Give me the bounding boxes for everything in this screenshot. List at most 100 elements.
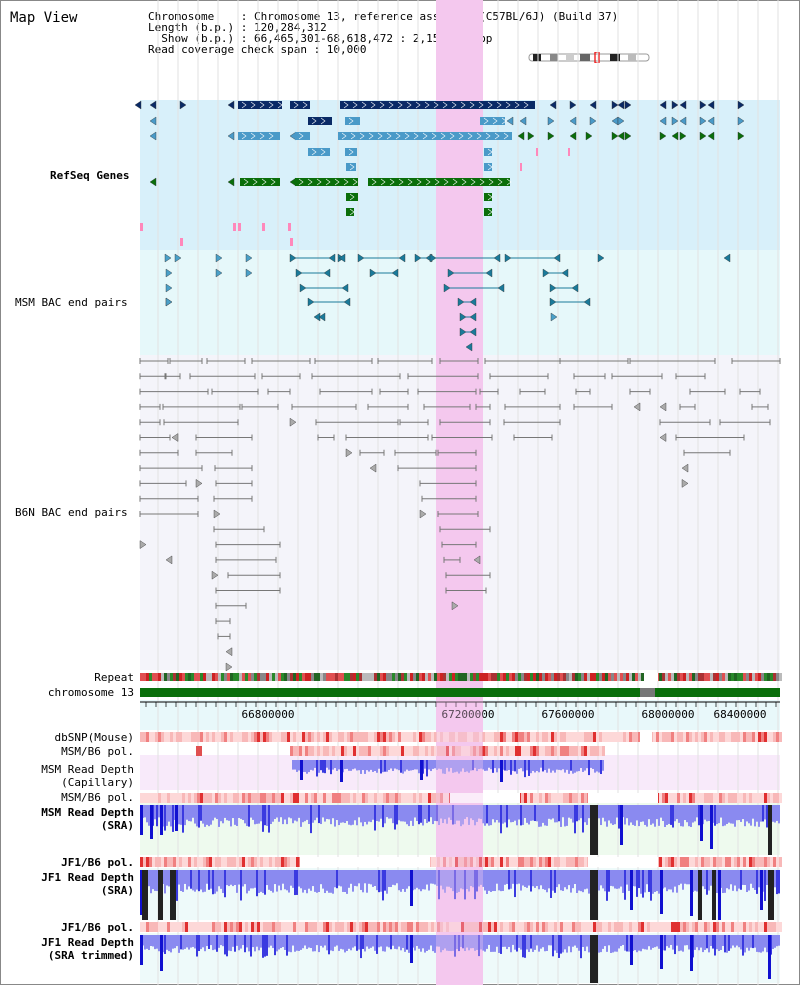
track-label-b6n-bac[interactable]: B6N BAC end pairs	[15, 506, 128, 519]
cap-depth-bar	[496, 760, 498, 773]
track-label-repeat: Repeat	[94, 671, 134, 684]
track-label-refseq[interactable]: RefSeq Genes	[50, 169, 130, 182]
jf1-trim-depth-bar	[440, 935, 442, 953]
pol-cell	[485, 922, 488, 932]
dbsnp-cell	[704, 732, 707, 742]
cap-depth-bar	[456, 760, 458, 772]
depth-spike	[690, 870, 693, 916]
repeat-segment	[587, 673, 590, 681]
pol-cell	[335, 746, 338, 756]
pol-cell	[467, 857, 470, 867]
pol-cell	[584, 857, 587, 867]
depth-dropout	[590, 870, 598, 920]
pol-cell	[689, 922, 692, 932]
pol-cell	[578, 793, 581, 803]
msm-depth-bar	[438, 805, 440, 825]
msm-depth-bar	[402, 805, 404, 822]
pol-cell	[380, 922, 383, 932]
pol-cell	[563, 746, 566, 756]
jf1-depth-bar	[406, 870, 408, 889]
pol-cell	[227, 857, 230, 867]
repeat-segment	[170, 673, 173, 681]
dbsnp-cell	[563, 732, 566, 742]
repeat-segment	[698, 673, 701, 681]
pol-cell	[320, 793, 323, 803]
track-label-jf1-b6-pol-2: JF1/B6 pol.	[61, 921, 134, 934]
msm-depth-bar	[218, 805, 220, 827]
dbsnp-cell	[158, 732, 161, 742]
pol-cell	[350, 922, 353, 932]
track-label-msm-bac[interactable]: MSM BAC end pairs	[15, 296, 128, 309]
repeat-segment	[434, 673, 437, 681]
repeat-segment	[356, 673, 359, 681]
pol-cell	[446, 922, 449, 932]
msm-depth-bar	[372, 805, 374, 820]
pol-cell	[569, 746, 572, 756]
pol-cell	[245, 857, 248, 867]
jf1-trim-depth-bar	[492, 935, 494, 952]
msm-depth-bar	[482, 805, 484, 824]
pol-cell	[248, 857, 251, 867]
pol-cell	[332, 922, 335, 932]
pol-cell	[455, 922, 458, 932]
dbsnp-cell	[494, 732, 497, 742]
cap-depth-bar	[356, 760, 358, 771]
depth-spike	[140, 870, 143, 915]
dbsnp-cell	[146, 732, 149, 742]
dbsnp-cell	[665, 732, 668, 742]
jf1-trim-depth-bar	[556, 935, 558, 953]
chromosome-ideogram[interactable]	[528, 52, 650, 63]
cap-depth-bar	[462, 760, 464, 769]
dbsnp-cell	[488, 732, 491, 742]
msm-depth-bar	[542, 805, 544, 823]
pol-cell	[260, 793, 263, 803]
jf1-depth-bar	[460, 870, 462, 889]
jf1-trim-depth-bar	[374, 935, 376, 951]
msm-depth-bar	[200, 805, 202, 821]
msm-depth-bar	[406, 805, 408, 825]
jf1-trim-depth-bar	[764, 935, 766, 948]
dbsnp-cell	[143, 732, 146, 742]
jf1-depth-bar	[368, 870, 370, 884]
pol-cell	[188, 793, 191, 803]
gene-strand-mark	[425, 178, 431, 186]
repeat-segment	[740, 673, 743, 681]
gene-strand-mark	[397, 101, 403, 109]
pol-cell	[548, 922, 551, 932]
jf1-depth-bar	[286, 870, 288, 891]
msm-depth-bar	[658, 805, 660, 826]
pol-cell	[377, 746, 380, 756]
repeat-segment	[416, 673, 419, 681]
jf1-trim-depth-bar	[664, 935, 666, 951]
repeat-segment	[575, 673, 578, 681]
pol-cell	[518, 746, 521, 756]
pol-cell	[587, 922, 590, 932]
pol-cell	[431, 793, 434, 803]
pol-cell	[257, 793, 260, 803]
pol-cell	[242, 857, 245, 867]
jf1-trim-depth-bar	[504, 935, 506, 947]
jf1-depth-bar	[702, 870, 704, 887]
gene-mark	[536, 148, 538, 156]
gene-mark	[238, 223, 241, 231]
pol-cell	[140, 857, 143, 867]
jf1-depth-bar	[708, 870, 710, 891]
jf1-depth-bar	[682, 870, 684, 890]
pol-cell	[584, 746, 587, 756]
jf1-depth-bar	[518, 870, 520, 884]
gene-strand-mark	[298, 132, 304, 140]
feature-arrow	[569, 116, 577, 126]
jf1-trim-depth-bar	[376, 935, 378, 954]
jf1-depth-bar	[420, 870, 422, 892]
jf1-depth-bar	[778, 870, 780, 894]
pol-cell	[311, 922, 314, 932]
jf1-depth-bar	[608, 870, 610, 892]
gene-strand-mark	[440, 132, 446, 140]
jf1-depth-bar	[264, 870, 266, 895]
dbsnp-cell	[638, 732, 641, 742]
msm-depth-bar	[246, 805, 248, 827]
pol-cell	[239, 922, 242, 932]
cap-depth-bar	[390, 760, 392, 769]
repeat-segment	[548, 673, 551, 681]
